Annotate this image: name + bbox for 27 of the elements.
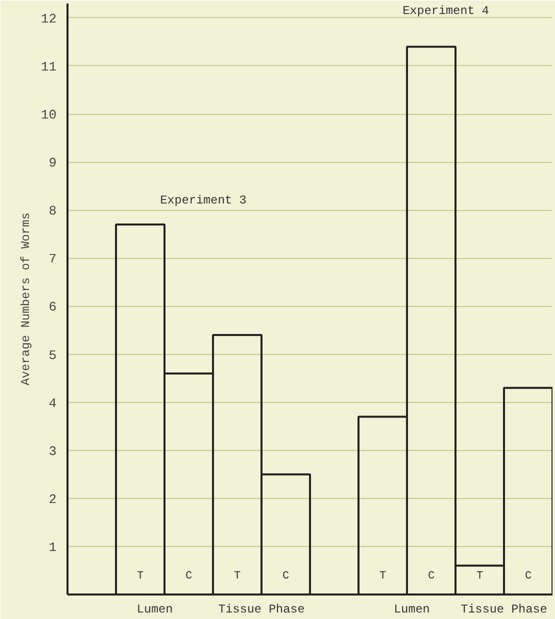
x-tick-label: C (428, 570, 435, 582)
x-tick-label: T (234, 570, 241, 582)
x-tick-label: C (282, 570, 290, 582)
text: Lumen (394, 602, 430, 616)
y-tick-label: 10 (40, 108, 57, 123)
y-tick-label: 8 (48, 204, 57, 219)
x-tick-label: T (476, 570, 484, 582)
y-tick-label: 9 (48, 156, 57, 171)
y-tick-label: 6 (48, 300, 57, 315)
text: Tissue Phase (460, 602, 548, 616)
y-tick-label: 3 (48, 444, 57, 459)
text: Lumen (136, 602, 173, 616)
y-tick-label: 7 (48, 252, 57, 267)
x-tick-label: T (136, 570, 144, 582)
annotation: Experiment 3 (160, 194, 247, 208)
y-tick-label: 12 (40, 11, 57, 26)
y-tick-label: 11 (40, 59, 57, 74)
y-tick-label: 1 (48, 540, 57, 555)
x-tick-label: C (524, 570, 532, 582)
y-tick-label: 5 (48, 348, 57, 363)
y-tick-label: 2 (48, 492, 57, 507)
annotation: Experiment 4 (402, 4, 490, 18)
x-tick-label: T (379, 570, 386, 582)
x-tick-label: C (185, 570, 192, 582)
text: Tissue Phase (218, 602, 305, 616)
y-tick-label: 4 (48, 396, 57, 411)
y-axis-title: Average Numbers of Worms (18, 212, 33, 386)
